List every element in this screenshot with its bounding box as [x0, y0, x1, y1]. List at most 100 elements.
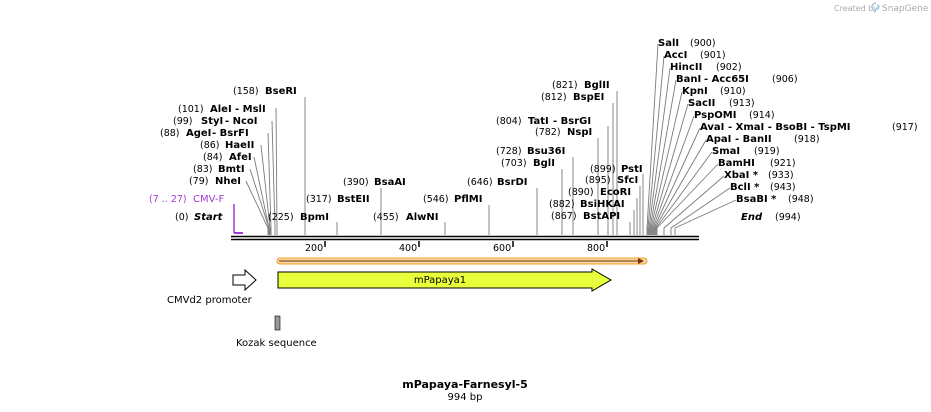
snapgene-logo-icon [871, 2, 880, 12]
site-pos: (812) [541, 92, 567, 103]
site-name: AgeI [186, 128, 211, 139]
site-name: BsaAI [374, 177, 406, 188]
site-pos: (890) [568, 187, 594, 198]
site-pos: (918) [794, 134, 820, 145]
site-name: SalI [658, 38, 679, 49]
left-site-lines [245, 97, 306, 235]
right-site-labels: SalI (900) AccI (901) HincII (902) BanI … [658, 38, 918, 205]
site-pos: (917) [892, 122, 918, 133]
site-name: BanI [676, 74, 701, 85]
site-name: PstI [621, 164, 643, 175]
site-name: HaeII [225, 140, 254, 151]
site-name: HincII [670, 62, 702, 73]
site-name: XbaI * [724, 170, 759, 181]
site-name: SacII [688, 98, 715, 109]
site-pos: (703) [501, 158, 527, 169]
site-pos: (79) [189, 176, 209, 187]
site-name: BclI * [730, 182, 760, 193]
site-pos: (728) [496, 146, 522, 157]
primer-range: (7 .. 27) [149, 194, 187, 205]
site-pos: (83) [193, 164, 213, 175]
map-length: 994 bp [448, 392, 483, 403]
site-pos: (914) [749, 110, 775, 121]
site-pos: (646) [467, 177, 493, 188]
site-name: BstEII [337, 194, 370, 205]
site-name: PflMI [454, 194, 482, 205]
kozak-box [274, 315, 281, 331]
cmv-promoter-label: CMVd2 promoter [167, 295, 253, 306]
site-name: BseRI [265, 86, 297, 97]
mpapaya1-feature-arrow [277, 268, 612, 292]
site-name: BamHI [718, 158, 755, 169]
site-extra: - BsrFI [212, 128, 249, 139]
site-pos: (101) [178, 104, 204, 115]
site-name: BmtI [218, 164, 245, 175]
right-site-lines [646, 43, 737, 235]
site-pos: (943) [770, 182, 796, 193]
mid-site-lines [336, 91, 644, 235]
tick-label-800: 800 [587, 243, 605, 254]
site-name: EcoRI [600, 187, 631, 198]
site-name: AleI [210, 104, 232, 115]
mpapaya1-label: mPapaya1 [414, 275, 466, 286]
site-pos: (317) [306, 194, 332, 205]
site-name: KpnI [682, 86, 708, 97]
site-name: BstAPI [583, 211, 620, 222]
brand-name: SnapGene [882, 4, 929, 14]
site-pos: (902) [716, 62, 742, 73]
site-name: BspEI [573, 92, 604, 103]
site-pos: (821) [552, 80, 578, 91]
kozak-label: Kozak sequence [236, 338, 317, 349]
cmv-promoter-arrow-icon [232, 268, 257, 292]
site-name: NspI [567, 127, 592, 138]
site-extra: - MslI [235, 104, 266, 115]
site-name: AvaI [700, 122, 724, 133]
tick-label-200: 200 [305, 243, 323, 254]
site-pos: (782) [535, 127, 561, 138]
site-pos: (546) [423, 194, 449, 205]
start-label: Start [194, 212, 224, 223]
site-extra: - Acc65I [704, 74, 749, 85]
site-name: NheI [215, 176, 241, 187]
brand-created-by: Created by [834, 4, 878, 13]
site-extra: - XmaI - BsoBI - TspMI [728, 122, 851, 133]
site-pos: (910) [720, 86, 746, 97]
site-pos: (921) [770, 158, 796, 169]
site-pos: (882) [549, 199, 575, 210]
site-extra: - BanII [735, 134, 772, 145]
site-pos: (948) [788, 194, 814, 205]
site-name: BsiHKAI [580, 199, 625, 210]
orf-bar [276, 257, 648, 265]
site-pos: (901) [700, 50, 726, 61]
tick-label-600: 600 [493, 243, 511, 254]
site-pos: (913) [729, 98, 755, 109]
site-pos: (906) [772, 74, 798, 85]
site-name: AccI [664, 50, 687, 61]
site-pos: (900) [690, 38, 716, 49]
left-site-labels: (79) NheI (83) BmtI (84) AfeI (86) HaeII… [160, 86, 297, 187]
site-name: BpmI [300, 212, 329, 223]
end-label: End [741, 212, 763, 223]
site-pos: (158) [233, 86, 259, 97]
site-pos: (84) [203, 152, 223, 163]
site-pos: (804) [496, 116, 522, 127]
site-name: BglII [584, 80, 610, 91]
site-extra: - BsrGI [553, 116, 591, 127]
site-pos: (895) [585, 175, 611, 186]
site-pos: (390) [343, 177, 369, 188]
site-name: SmaI [712, 146, 740, 157]
site-pos: (919) [754, 146, 780, 157]
site-name: AfeI [229, 152, 252, 163]
site-name: Bsu36I [527, 146, 565, 157]
site-name: BsaBI * [736, 194, 777, 205]
site-pos: (99) [173, 116, 193, 127]
end-pos: (994) [775, 212, 801, 223]
site-pos: (933) [768, 170, 794, 181]
site-name: BglI [533, 158, 555, 169]
start-pos: (0) [175, 212, 188, 223]
site-pos: (88) [160, 128, 180, 139]
site-pos: (455) [373, 212, 399, 223]
site-pos: (899) [590, 164, 616, 175]
site-name: TatI [528, 116, 549, 127]
